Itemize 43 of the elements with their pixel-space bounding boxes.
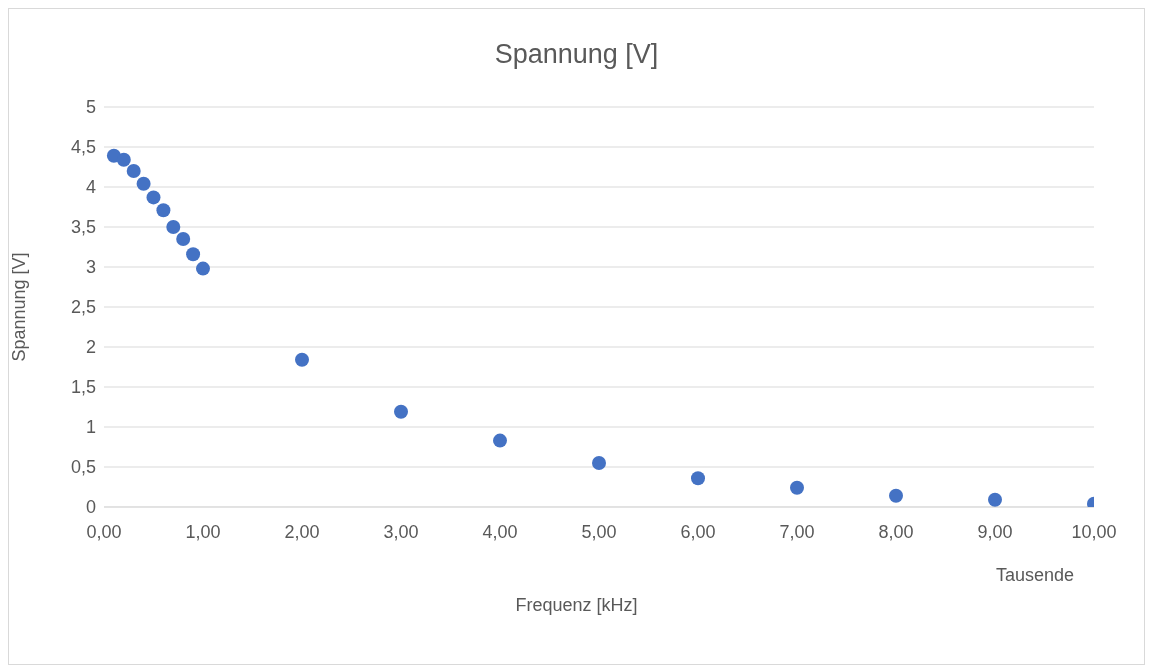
point — [988, 492, 1002, 507]
point — [889, 488, 903, 503]
point — [126, 164, 141, 178]
y-tick-label: 5 — [85, 97, 96, 118]
y-tick-label: 1,5 — [70, 377, 96, 398]
point — [592, 456, 606, 470]
y-tick-label: 0 — [85, 497, 96, 518]
y-tick-label: 2 — [85, 337, 96, 358]
point — [196, 261, 210, 276]
x-tick-label: 2,00 — [284, 521, 320, 542]
x-tick-label: 1,00 — [185, 521, 221, 542]
point — [176, 232, 191, 246]
x-tick-label: 0,00 — [86, 521, 122, 542]
x-tick-label: 6,00 — [680, 521, 716, 542]
point — [394, 404, 408, 419]
point — [116, 152, 131, 167]
point — [156, 203, 171, 218]
point — [136, 176, 151, 191]
y-axis-title: Spannung [V] — [9, 252, 30, 362]
point — [146, 190, 161, 205]
x-tick-label: 3,00 — [383, 521, 419, 542]
y-tick-label: 4,5 — [70, 137, 96, 158]
x-tick-label: 8,00 — [878, 521, 914, 542]
point — [493, 433, 507, 448]
x-axis-title: Frequenz [kHz] — [515, 595, 638, 615]
y-tick-label: 1 — [85, 417, 96, 438]
x-tick-label: 10,00 — [1071, 521, 1117, 542]
x-tick-label: 7,00 — [779, 521, 815, 542]
y-tick-label: 3,5 — [70, 217, 96, 238]
point — [790, 480, 804, 495]
y-tick-label: 0,5 — [70, 457, 96, 478]
chart-title: Spannung [V] — [493, 39, 660, 70]
y-tick-label: 2,5 — [70, 297, 96, 318]
point — [295, 352, 309, 367]
point — [691, 471, 705, 486]
point — [166, 220, 181, 234]
x-tick-label: 5,00 — [581, 521, 617, 542]
x-tick-label: 9,00 — [977, 521, 1013, 542]
x-tick-label: 4,00 — [482, 521, 518, 542]
y-tick-label: 4 — [85, 177, 96, 198]
y-tick-label: 3 — [85, 257, 96, 278]
text: Tausende — [995, 565, 1074, 586]
point — [186, 247, 201, 262]
